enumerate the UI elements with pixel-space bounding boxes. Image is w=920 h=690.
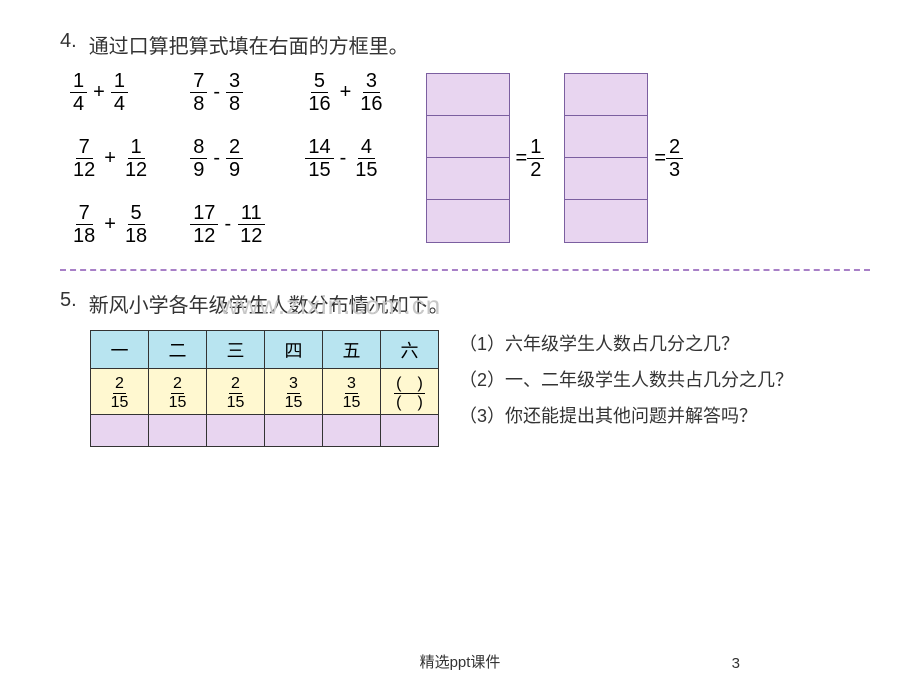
grade-table: 一二三四五六 215215215315315( )( ) [90, 330, 439, 447]
problem-5-text: 新风小学各年级学生人数分布情况如下。 [89, 289, 449, 318]
result-2-num: 2 [666, 137, 683, 159]
page-number: 3 [732, 655, 740, 672]
problem-4-number: 4. [60, 30, 77, 53]
question-item: （2）一、二年级学生人数共占几分之几？ [459, 366, 793, 392]
result-1-den: 2 [527, 159, 544, 180]
expression-grid: 14+14 78-38 516+316 712+112 89-29 1415-415 718… [70, 69, 386, 247]
equals-2: = 2 3 [654, 137, 683, 180]
table-empty-cell [149, 415, 207, 447]
expression: 1712-1112 [190, 201, 265, 247]
table-header-cell: 二 [149, 331, 207, 369]
section-separator [60, 269, 870, 271]
expression: 14+14 [70, 69, 150, 115]
answer-cell [427, 74, 509, 116]
table-fraction-cell: ( )( ) [381, 369, 439, 415]
expression: 1415-415 [305, 135, 385, 181]
result-1-num: 1 [527, 137, 544, 159]
table-fraction-cell: 215 [149, 369, 207, 415]
page-footer: 精选ppt课件 3 [0, 651, 920, 672]
table-empty-cell [323, 415, 381, 447]
answer-cell [427, 158, 509, 200]
answer-cell [565, 200, 647, 242]
table-fraction-cell: 315 [323, 369, 381, 415]
table-empty-row [91, 415, 439, 447]
table-header-cell: 六 [381, 331, 439, 369]
answer-cell [427, 200, 509, 242]
answer-cell [565, 116, 647, 158]
table-empty-cell [207, 415, 265, 447]
answer-box-right [564, 73, 648, 243]
answer-cell [565, 158, 647, 200]
answer-boxes-area: = 1 2 = 2 3 [426, 73, 690, 243]
problem-4-body: 14+14 78-38 516+316 712+112 89-29 1415-415 718… [60, 69, 870, 247]
problem-5-body: 一二三四五六 215215215315315( )( ) （1）六年级学生人数占… [90, 330, 870, 447]
expression: 712+112 [70, 135, 150, 181]
expression: 718+518 [70, 201, 150, 247]
answer-cell [565, 74, 647, 116]
problem-4-header: 4. 通过口算把算式填在右面的方框里。 [60, 30, 870, 59]
table-header-cell: 一 [91, 331, 149, 369]
table-empty-cell [91, 415, 149, 447]
expression: 89-29 [190, 135, 265, 181]
table-empty-cell [381, 415, 439, 447]
worksheet-page: 4. 通过口算把算式填在右面的方框里。 14+14 78-38 516+316 712… [0, 0, 920, 477]
table-fraction-row: 215215215315315( )( ) [91, 369, 439, 415]
expression: 78-38 [190, 69, 265, 115]
table-fraction-cell: 215 [207, 369, 265, 415]
question-item: （1）六年级学生人数占几分之几？ [459, 330, 793, 356]
table-header-cell: 四 [265, 331, 323, 369]
result-2-den: 3 [666, 159, 683, 180]
answer-box-left [426, 73, 510, 243]
question-item: （3）你还能提出其他问题并解答吗？ [459, 402, 793, 428]
expression: 516+316 [305, 69, 385, 115]
table-header-cell: 五 [323, 331, 381, 369]
answer-cell [427, 116, 509, 158]
table-empty-cell [265, 415, 323, 447]
footer-label: 精选ppt课件 [420, 654, 501, 671]
table-fraction-cell: 215 [91, 369, 149, 415]
question-list: （1）六年级学生人数占几分之几？ （2）一、二年级学生人数共占几分之几？ （3）你还… [459, 330, 793, 438]
table-fraction-cell: 315 [265, 369, 323, 415]
table-header-row: 一二三四五六 [91, 331, 439, 369]
problem-5-header: 5. 新风小学各年级学生人数分布情况如下。 [60, 289, 870, 318]
problem-5-number: 5. [60, 289, 77, 312]
table-header-cell: 三 [207, 331, 265, 369]
problem-4-text: 通过口算把算式填在右面的方框里。 [89, 30, 409, 59]
equals-1: = 1 2 [516, 137, 545, 180]
